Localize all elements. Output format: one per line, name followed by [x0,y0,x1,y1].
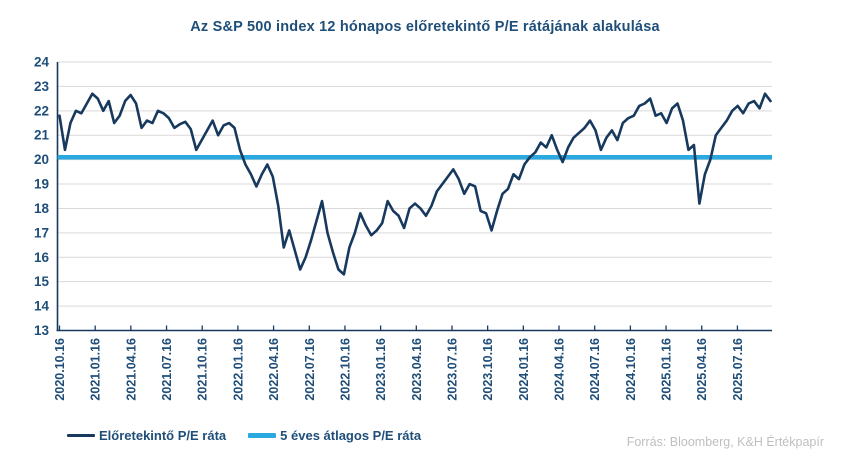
x-axis-label: 2024.01.16 [517,338,531,401]
x-axis-label: 2025.01.16 [660,338,674,401]
y-axis-label: 14 [34,299,50,314]
forward-pe-line-icon [67,433,95,438]
y-axis-label: 20 [34,152,49,167]
y-axis-label: 21 [34,128,50,143]
source-note: Forrás: Bloomberg, K&H Értékpapír [626,435,824,449]
x-axis-label: 2023.01.16 [374,338,388,401]
x-axis-label: 2023.07.16 [445,338,459,401]
chart-title: Az S&P 500 index 12 hónapos előretekintő… [190,19,660,35]
x-axis-label: 2025.07.16 [731,338,745,401]
y-axis-label: 17 [34,225,49,240]
x-axis-label: 2021.01.16 [89,338,103,401]
y-axis-label: 24 [34,55,50,70]
y-axis-label: 13 [34,323,50,338]
y-axis-label: 16 [34,250,50,265]
x-axis-label: 2023.10.16 [481,338,495,401]
legend-item-forward-pe: Előretekintő P/E ráta [67,428,226,443]
x-axis-label: 2023.04.16 [410,338,424,401]
x-axis-label: 2024.10.16 [624,338,638,401]
average-pe-line-icon [248,433,277,438]
legend: Előretekintő P/E ráta 5 éves átlagos P/E… [67,428,421,443]
legend-item-average-pe: 5 éves átlagos P/E ráta [248,428,421,443]
x-axis-label: 2020.10.16 [53,338,67,401]
x-axis-label: 2024.07.16 [588,338,602,401]
x-axis-label: 2022.01.16 [231,338,245,401]
x-axis-label: 2024.04.16 [553,338,567,401]
x-axis-label: 2022.10.16 [338,338,352,401]
y-axis-label: 18 [34,201,50,216]
x-axis-label: 2021.04.16 [124,338,138,401]
y-axis-label: 23 [34,79,50,94]
x-axis-label: 2021.10.16 [196,338,210,401]
x-axis-label: 2022.07.16 [303,338,317,401]
y-axis-label: 15 [34,274,50,289]
y-axis-label: 22 [34,103,49,118]
x-axis-label: 2021.07.16 [160,338,174,401]
y-axis-label: 19 [34,177,49,192]
x-axis-label: 2022.04.16 [267,338,281,401]
forward-pe-line [58,92,772,276]
x-axis-label: 2025.04.16 [695,338,709,401]
legend-label-forward-pe: Előretekintő P/E ráta [99,428,227,443]
legend-label-average-pe: 5 éves átlagos P/E ráta [280,428,422,443]
